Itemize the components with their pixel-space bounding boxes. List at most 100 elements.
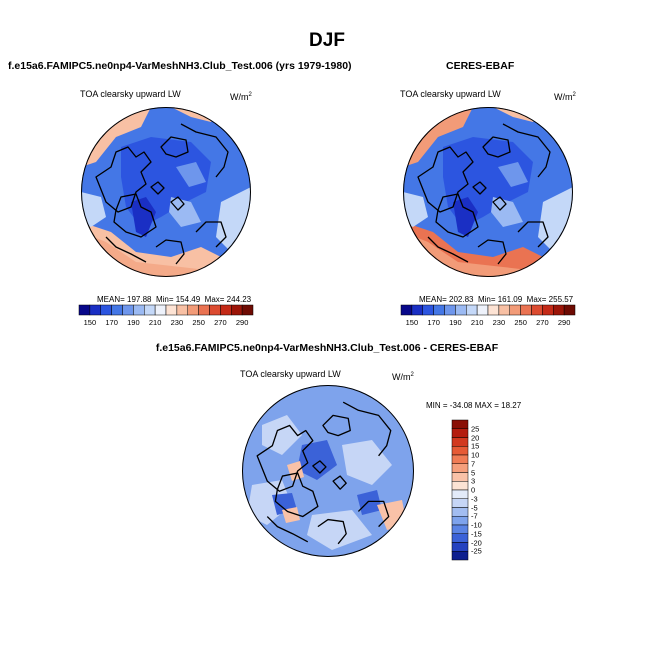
coastline xyxy=(482,136,511,158)
coastline xyxy=(492,196,507,211)
model-colorbar-box xyxy=(89,304,101,316)
coastline xyxy=(502,123,551,178)
diff-colorbar-tick-label: -7 xyxy=(471,511,478,521)
model-stats: MEAN= 197.88 Min= 154.49 Max= 244.23 xyxy=(97,295,251,304)
diff-colorbar-box xyxy=(451,419,469,429)
obs-colorbar xyxy=(400,304,576,316)
cold-region xyxy=(131,197,156,237)
obs-colorbar-tick-label: 170 xyxy=(427,318,440,327)
map-boundary xyxy=(81,107,251,277)
model-min: Min= 154.49 xyxy=(155,295,201,304)
coastline xyxy=(274,472,319,518)
anomaly-region xyxy=(357,490,382,515)
diff-colorbar-tick-label: -5 xyxy=(471,503,478,512)
model-colorbar-box xyxy=(165,304,178,316)
coastline xyxy=(322,414,351,437)
obs-colorbar-labels: 150 170 190 210 230 250 270 290 xyxy=(401,318,575,330)
light-region xyxy=(169,197,201,227)
diff-colorbar xyxy=(451,419,469,561)
obs-colorbar-tick-label: 230 xyxy=(492,318,506,327)
diff-colorbar-box xyxy=(451,481,469,491)
anomaly-region xyxy=(307,510,372,550)
model-colorbar-tick-label: 170 xyxy=(105,318,118,327)
anomaly-region xyxy=(342,440,392,485)
diff-polar-map xyxy=(242,385,414,557)
diff-units: W/m2 xyxy=(392,372,414,382)
diff-colorbar-box xyxy=(451,463,469,473)
obs-colorbar-box xyxy=(411,304,423,316)
obs-stats: MEAN= 202.83 Min= 161.09 Max= 255.57 xyxy=(419,295,573,304)
coastline xyxy=(417,146,474,213)
coastline xyxy=(472,181,487,195)
diff-colorbar-box xyxy=(451,428,469,438)
model-colorbar-box xyxy=(209,304,221,316)
coastline xyxy=(113,193,157,238)
model-colorbar-box xyxy=(187,304,199,316)
coastline xyxy=(357,500,390,528)
obs-colorbar-box xyxy=(531,304,543,316)
diff-colorbar-tick-label: -20 xyxy=(471,538,482,547)
obs-colorbar-tick-label: 190 xyxy=(449,318,462,327)
coastline xyxy=(477,239,507,265)
diff-variable-title: TOA clearsky upward LW xyxy=(240,369,341,379)
map-boundary xyxy=(403,107,573,277)
model-colorbar-tick-label: 290 xyxy=(235,318,249,327)
obs-case-title: CERES-EBAF xyxy=(446,60,515,72)
diff-colorbar-tick-label: -10 xyxy=(471,520,482,530)
diff-colorbar-tick-label: -25 xyxy=(471,546,482,556)
anomaly-region xyxy=(287,461,304,481)
coastline xyxy=(312,460,327,474)
model-variable-title: TOA clearsky upward LW xyxy=(80,89,181,99)
model-max: Max= 244.23 xyxy=(204,295,252,304)
coastline xyxy=(256,424,314,492)
diff-colorbar-box xyxy=(451,437,469,447)
coastline xyxy=(95,146,152,213)
obs-colorbar-box xyxy=(520,304,532,316)
model-colorbar-tick-label: 230 xyxy=(170,318,184,327)
diff-colorbar-tick-label: -3 xyxy=(471,494,478,504)
obs-colorbar-box xyxy=(509,304,521,316)
obs-colorbar-tick-label: 270 xyxy=(536,318,549,327)
diff-colorbar-box xyxy=(451,489,469,499)
pale-region xyxy=(81,192,106,227)
diff-colorbar-box xyxy=(451,551,469,561)
diff-colorbar-box xyxy=(451,507,469,517)
model-mean: MEAN= 197.88 xyxy=(97,295,152,304)
coastline xyxy=(332,475,347,490)
light-region xyxy=(498,162,528,187)
coastline xyxy=(435,193,479,238)
obs-colorbar-box xyxy=(553,304,565,316)
coastline xyxy=(170,196,185,211)
model-colorbar-tick-label: 210 xyxy=(148,318,162,327)
diff-colorbar-tick-label: 3 xyxy=(471,476,476,486)
obs-variable-title: TOA clearsky upward LW xyxy=(400,89,501,99)
diff-colorbar-tick-label: 10 xyxy=(471,450,480,460)
model-colorbar-tick-label: 190 xyxy=(127,318,140,327)
diff-colorbar-box xyxy=(451,524,469,534)
diff-colorbar-tick-label: 7 xyxy=(471,459,476,469)
model-colorbar-box xyxy=(154,304,167,316)
cold-region xyxy=(453,197,478,237)
diff-colorbar-tick-label: 25 xyxy=(471,424,480,434)
model-colorbar-box xyxy=(176,304,188,316)
model-colorbar-box xyxy=(122,304,134,316)
obs-colorbar-box xyxy=(498,304,510,316)
obs-colorbar-tick-label: 150 xyxy=(405,318,419,327)
coastline xyxy=(180,123,229,178)
obs-units: W/m2 xyxy=(554,92,576,102)
obs-colorbar-box xyxy=(433,304,445,316)
model-colorbar-box xyxy=(144,304,156,316)
obs-colorbar-tick-label: 290 xyxy=(557,318,571,327)
diff-case-title: f.e15a6.FAMIPC5.ne0np4-VarMeshNH3.Club_T… xyxy=(155,342,499,354)
diff-colorbar-labels: 25 20 15 10 7 5 3 0 -3 -5 -7 -10 -15 -20 -25 xyxy=(471,420,501,560)
light-region xyxy=(176,162,206,187)
anomaly-region xyxy=(297,440,337,480)
coastline xyxy=(517,221,549,248)
diff-colorbar-tick-label: 15 xyxy=(471,441,480,451)
coastline xyxy=(427,236,469,263)
obs-colorbar-box xyxy=(444,304,456,316)
obs-colorbar-tick-label: 250 xyxy=(514,318,527,327)
model-colorbar-tick-label: 250 xyxy=(192,318,205,327)
model-colorbar-tick-label: 150 xyxy=(83,318,97,327)
diff-colorbar-tick-label: 20 xyxy=(471,433,480,442)
